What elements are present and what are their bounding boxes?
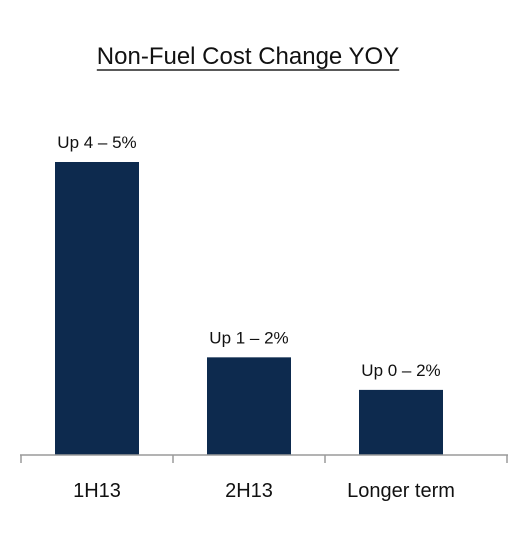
x-tick-label-2: Longer term [347,480,455,502]
x-tick-label-0: 1H13 [73,480,121,502]
bar-1 [207,357,291,455]
x-tick-label-1: 2H13 [225,480,273,502]
x-tick-labels-group: 1H13 2H13 Longer term [73,480,455,502]
data-label-1: Up 1 – 2% [209,328,288,347]
bar-0 [55,162,139,455]
x-ticks-group [20,455,508,463]
chart-title: Non-Fuel Cost Change YOY [97,43,399,70]
data-labels-group: Up 4 – 5% Up 1 – 2% Up 0 – 2% [57,133,440,380]
data-label-2: Up 0 – 2% [361,361,440,380]
bars-group [55,162,443,455]
bar-2 [359,389,443,455]
data-label-0: Up 4 – 5% [57,133,136,152]
